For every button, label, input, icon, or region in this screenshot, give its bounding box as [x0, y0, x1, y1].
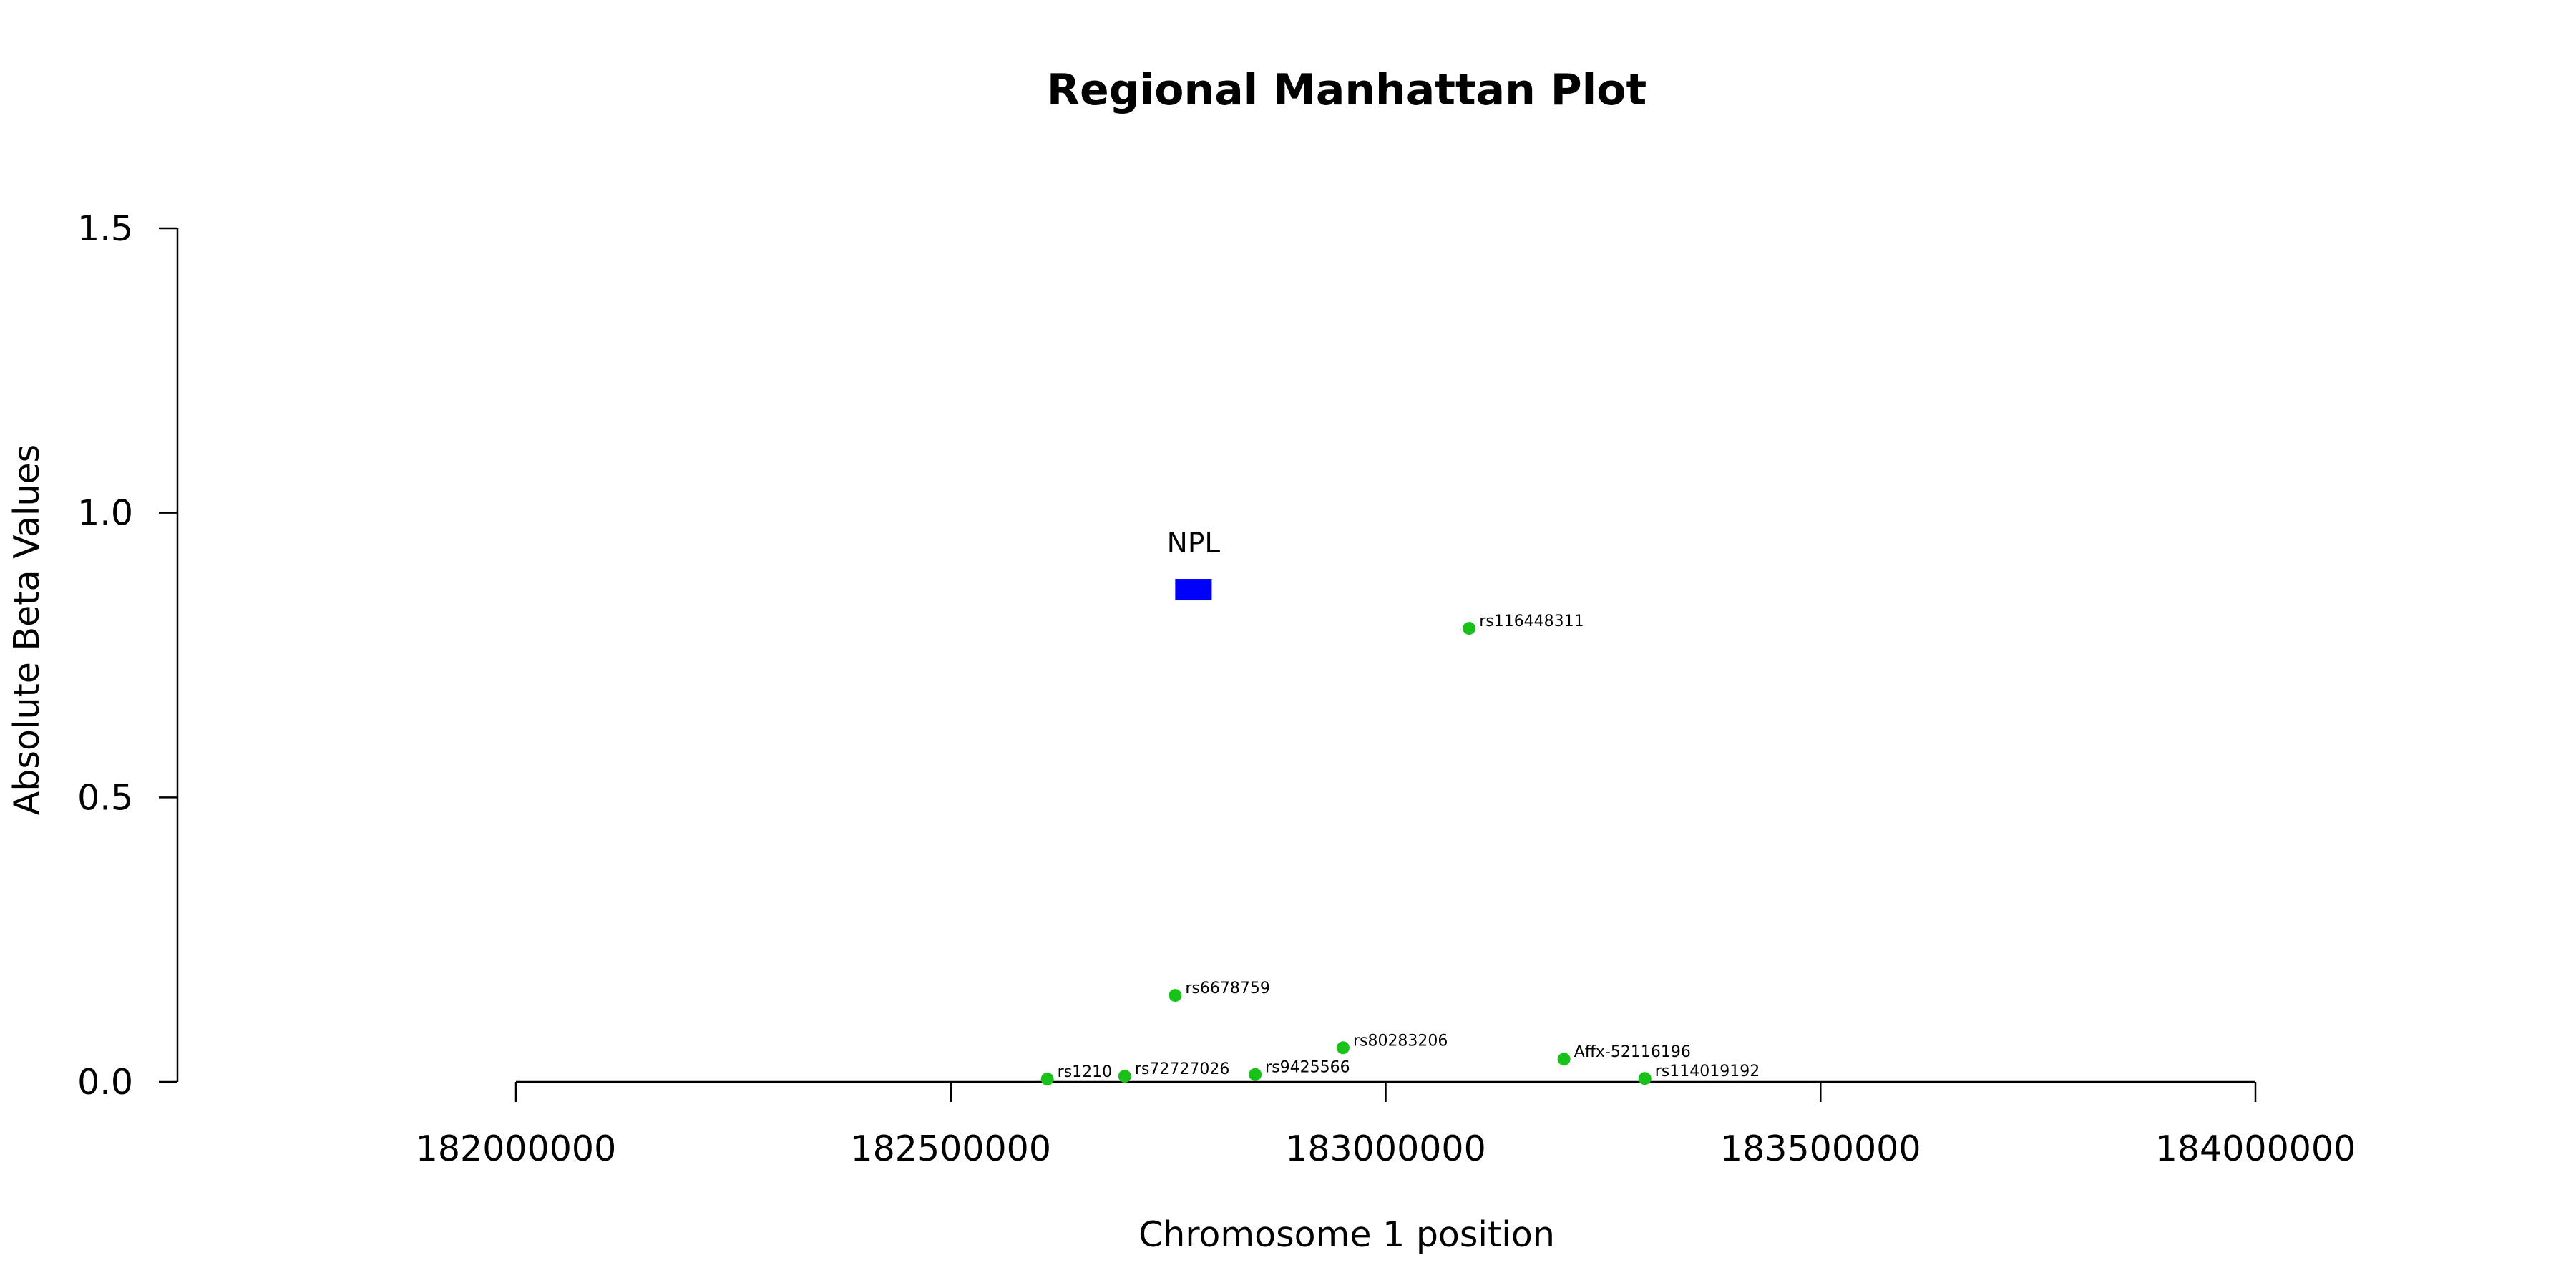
x-tick-label: 182500000: [850, 1128, 1051, 1169]
gene-track: NPL: [1167, 527, 1221, 601]
gene-label: NPL: [1167, 527, 1221, 560]
snp-label: rs116448311: [1479, 613, 1584, 630]
y-axis-label: Absolute Beta Values: [6, 444, 47, 815]
x-tick-label: 183500000: [1720, 1128, 1921, 1169]
snp-label: rs1210: [1058, 1063, 1113, 1081]
chart-title: Regional Manhattan Plot: [1047, 65, 1646, 115]
y-tick-label: 1.0: [77, 493, 133, 534]
x-axis-label: Chromosome 1 position: [1138, 1214, 1555, 1255]
y-tick-label: 0.5: [77, 777, 133, 818]
snp-point: [1463, 622, 1476, 635]
x-tick-label: 183000000: [1285, 1128, 1486, 1169]
x-tick-label: 182000000: [416, 1128, 617, 1169]
snp-point: [1638, 1072, 1652, 1085]
y-tick-label: 0.0: [77, 1062, 133, 1103]
snp-label: rs72727026: [1135, 1060, 1229, 1078]
snp-label: rs9425566: [1265, 1059, 1350, 1077]
snp-point: [1040, 1073, 1054, 1086]
x-tick-label: 184000000: [2155, 1128, 2356, 1169]
snp-label: rs80283206: [1353, 1032, 1448, 1050]
snp-points: rs1210 rs72727026 rs6678759 rs9425566rs8028…: [1040, 613, 1760, 1086]
snp-point: [1169, 989, 1182, 1002]
snp-label: rs114019192: [1655, 1063, 1760, 1080]
y-axis-ticks: 0.0 0.5 1.0 1.5: [77, 208, 177, 1103]
snp-label: rs6678759: [1185, 980, 1270, 997]
snp-point: [1249, 1068, 1262, 1081]
y-tick-label: 1.5: [77, 208, 133, 249]
snp-point: [1118, 1070, 1131, 1083]
snp-point: [1336, 1041, 1350, 1055]
gene-box-npl: [1175, 579, 1212, 601]
snp-point: [1557, 1053, 1571, 1066]
snp-label: Affx-52116196: [1574, 1043, 1691, 1061]
x-axis-ticks: 182000000 182500000 183000000 183500000 1840…: [416, 1082, 2356, 1169]
